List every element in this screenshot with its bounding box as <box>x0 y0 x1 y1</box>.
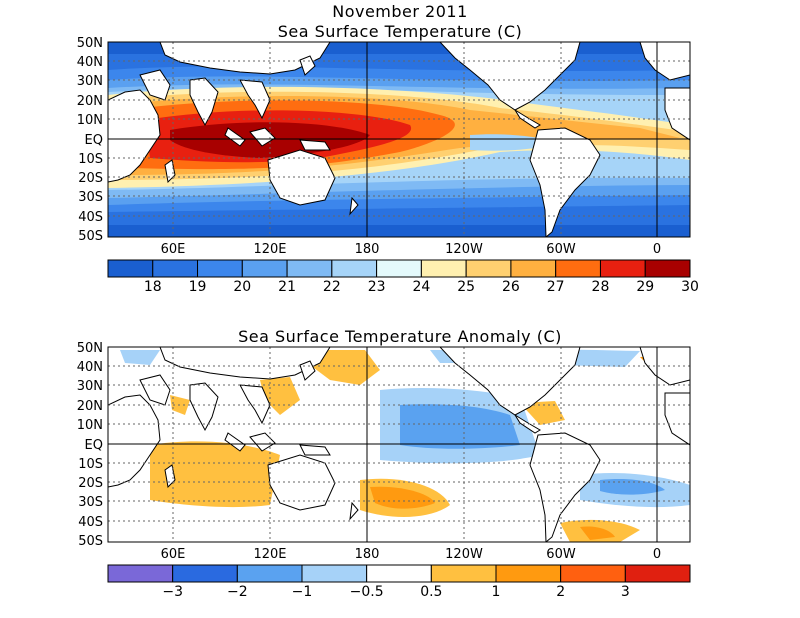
anomaly-map <box>107 346 691 543</box>
colorbar-label: 3 <box>621 584 630 600</box>
lon-label: 180 <box>355 242 380 257</box>
lon-label: 120E <box>253 242 286 257</box>
lat-label: 50N <box>77 36 103 51</box>
lat-label: 50S <box>78 534 103 549</box>
lon-label: 0 <box>653 242 661 257</box>
lat-label: 20S <box>78 476 103 491</box>
colorbar-swatch <box>301 564 368 583</box>
colorbar-label: 27 <box>547 279 565 295</box>
lat-label: 50N <box>77 341 103 356</box>
colorbar-swatch <box>172 564 238 583</box>
lat-label: 30S <box>78 190 103 205</box>
colorbar-swatch <box>197 259 243 278</box>
lat-label: 50S <box>78 229 103 244</box>
colorbar-label: 0.5 <box>420 584 442 600</box>
colorbar-swatch <box>644 259 691 278</box>
colorbar-label: −2 <box>227 584 248 600</box>
colorbar-swatch <box>107 259 154 278</box>
colorbar-label: 24 <box>412 279 430 295</box>
lat-label: 40S <box>78 210 103 225</box>
lat-label: 40S <box>78 515 103 530</box>
lon-label: 60W <box>546 242 576 257</box>
colorbar-label: −1 <box>292 584 313 600</box>
lat-label: 10S <box>78 152 103 167</box>
colorbar-swatch <box>510 259 557 278</box>
colorbar-swatch <box>465 259 512 278</box>
colorbar-swatch <box>555 259 601 278</box>
colorbar-swatch <box>241 259 288 278</box>
colorbar-swatch <box>420 259 467 278</box>
colorbar-label: 18 <box>144 279 162 295</box>
map-title-sst: Sea Surface Temperature (C) <box>277 22 523 41</box>
lat-label: 10N <box>77 418 103 433</box>
colorbar-swatch <box>107 564 174 583</box>
lat-axis-bottom: 50N 40N 30N 20N 10N EQ 10S 20S 30S 40S 5… <box>77 341 103 549</box>
colorbar-swatch <box>376 259 422 278</box>
lon-label: 120W <box>445 242 483 257</box>
colorbar-label: 21 <box>278 279 296 295</box>
map-frame-top <box>107 41 691 238</box>
lat-label: 40N <box>77 55 103 70</box>
colorbar-swatch <box>236 564 303 583</box>
lon-label: 60E <box>161 242 186 257</box>
lon-label: 0 <box>653 547 661 562</box>
lat-label: 20N <box>77 94 103 109</box>
colorbar-swatch <box>560 564 626 583</box>
lat-label: 10N <box>77 113 103 128</box>
colorbar-swatch <box>624 564 691 583</box>
sst-map <box>107 41 691 238</box>
colorbar-label: −3 <box>162 584 183 600</box>
lat-label: 20N <box>77 399 103 414</box>
colorbar-sst: 18 19 20 21 22 23 24 25 26 27 28 29 30 <box>107 259 699 295</box>
lon-label: 180 <box>355 547 380 562</box>
colorbar-swatch <box>495 564 562 583</box>
colorbar-label: 1 <box>492 584 501 600</box>
colorbar-label: 19 <box>189 279 207 295</box>
colorbar-swatch <box>430 564 497 583</box>
lat-label: 20S <box>78 171 103 186</box>
map-frame-bottom <box>107 346 691 543</box>
colorbar-label: 23 <box>368 279 386 295</box>
colorbar-swatch <box>286 259 333 278</box>
colorbar-label: 29 <box>636 279 654 295</box>
colorbar-swatch <box>366 564 432 583</box>
colorbar-label: 26 <box>502 279 520 295</box>
colorbar-swatch <box>331 259 378 278</box>
lat-label: 30N <box>77 74 103 89</box>
lon-label: 120W <box>445 547 483 562</box>
lon-label: 120E <box>253 547 286 562</box>
colorbar-label: 25 <box>457 279 475 295</box>
colorbar-swatch <box>152 259 199 278</box>
lat-label: EQ <box>85 438 103 453</box>
map-title-date: November 2011 <box>332 2 468 21</box>
colorbar-label: 30 <box>681 279 699 295</box>
map-title-anomaly: Sea Surface Temperature Anomaly (C) <box>238 327 562 346</box>
lat-label: EQ <box>85 133 103 148</box>
colorbar-anomaly: −3 −2 −1 −0.5 0.5 1 2 3 <box>107 564 691 600</box>
lon-axis-top: 60E 120E 180 120W 60W 0 <box>161 242 662 257</box>
lon-label: 60W <box>546 547 576 562</box>
colorbar-label: 20 <box>233 279 251 295</box>
lon-axis-bottom: 60E 120E 180 120W 60W 0 <box>161 547 662 562</box>
colorbar-label: 2 <box>556 584 565 600</box>
lat-label: 40N <box>77 360 103 375</box>
colorbar-label: −0.5 <box>350 584 384 600</box>
lat-label: 10S <box>78 457 103 472</box>
colorbar-swatch <box>599 259 646 278</box>
lat-axis-top: 50N 40N 30N 20N 10N EQ 10S 20S 30S 40S 5… <box>77 36 103 244</box>
lat-label: 30S <box>78 495 103 510</box>
colorbar-label: 28 <box>592 279 610 295</box>
colorbar-label: 22 <box>323 279 341 295</box>
lat-label: 30N <box>77 379 103 394</box>
lon-label: 60E <box>161 547 186 562</box>
